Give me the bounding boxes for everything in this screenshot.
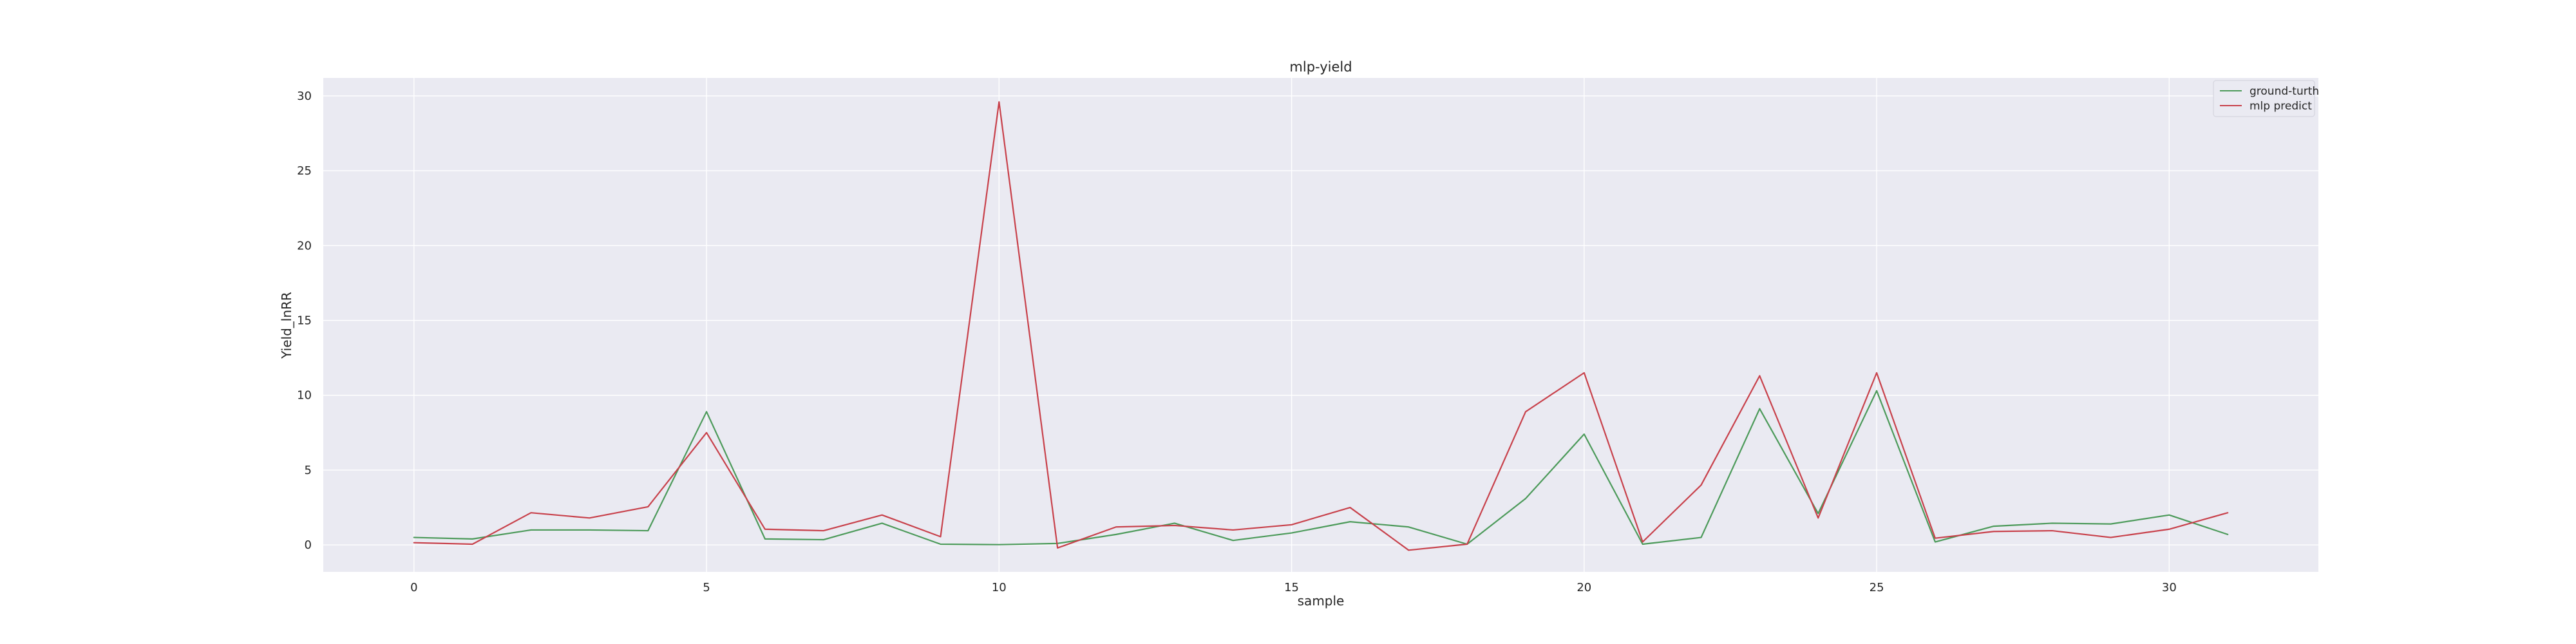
x-tick-label: 0 [410,581,417,594]
grid-lines [323,78,2318,572]
x-tick-label: 15 [1284,581,1299,594]
y-tick-label: 15 [297,314,312,328]
x-tick-label: 5 [703,581,710,594]
y-tick-label: 20 [297,239,312,252]
y-tick-label: 30 [297,90,312,103]
x-tick-label: 25 [1870,581,1884,594]
y-tick-label: 0 [305,538,312,552]
y-tick-label: 25 [297,164,312,178]
x-tick-label: 30 [2162,581,2177,594]
legend-label-ground-turth: ground-turth [2249,85,2319,98]
x-tick-label: 20 [1577,581,1591,594]
series-line-ground-turth [413,390,2229,545]
x-tick-label: 10 [992,581,1007,594]
y-tick-labels: 0 5 10 15 20 25 30 [297,90,312,552]
y-tick-label: 10 [297,389,312,402]
chart-title: mlp-yield [1289,59,1352,75]
plot-area-background [323,78,2318,572]
x-axis-label: sample [1298,593,1345,609]
y-tick-label: 5 [305,464,312,477]
series-lines [413,101,2229,551]
legend-box [2213,80,2315,117]
legend: ground-turth mlp predict [2213,80,2319,117]
y-axis-label: Yield_lnRR [279,292,294,359]
legend-label-mlp-predict: mlp predict [2249,100,2312,113]
x-tick-labels: 0 5 10 15 20 25 30 [410,581,2177,594]
series-line-mlp-predict [413,101,2229,551]
